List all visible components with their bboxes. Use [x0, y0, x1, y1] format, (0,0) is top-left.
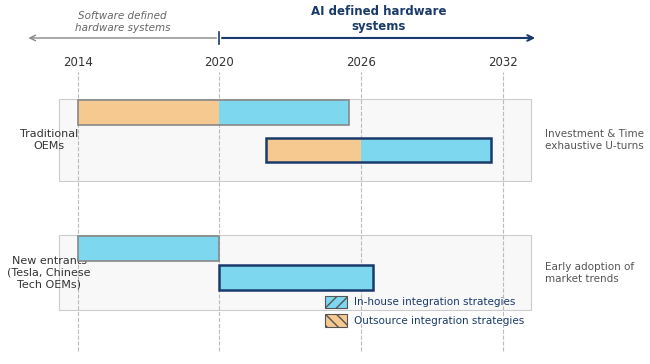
Bar — [58, 236, 531, 310]
Text: AI defined hardware
systems: AI defined hardware systems — [311, 5, 447, 33]
Bar — [77, 236, 219, 261]
Bar — [219, 265, 372, 290]
Bar — [219, 265, 372, 290]
Bar — [361, 138, 491, 162]
Text: Outsource integration strategies: Outsource integration strategies — [354, 316, 524, 326]
Bar — [77, 100, 349, 125]
Text: 2014: 2014 — [62, 56, 92, 68]
Text: Traditional
OEMs: Traditional OEMs — [20, 129, 79, 151]
Bar — [326, 314, 346, 327]
Bar — [77, 236, 219, 261]
Bar — [266, 138, 361, 162]
Text: 2026: 2026 — [346, 56, 376, 68]
Text: 2020: 2020 — [204, 56, 234, 68]
Text: Early adoption of
market trends: Early adoption of market trends — [545, 262, 634, 284]
Bar — [219, 100, 349, 125]
Bar — [266, 138, 491, 162]
Text: Software defined
hardware systems: Software defined hardware systems — [75, 11, 170, 33]
Bar — [58, 99, 531, 181]
Text: Investment & Time
exhaustive U-turns: Investment & Time exhaustive U-turns — [545, 129, 644, 151]
Text: New entrants
(Tesla, Chinese
Tech OEMs): New entrants (Tesla, Chinese Tech OEMs) — [8, 256, 91, 289]
Text: In-house integration strategies: In-house integration strategies — [354, 297, 515, 307]
Bar — [326, 296, 346, 308]
Bar — [77, 100, 219, 125]
Text: 2032: 2032 — [488, 56, 517, 68]
